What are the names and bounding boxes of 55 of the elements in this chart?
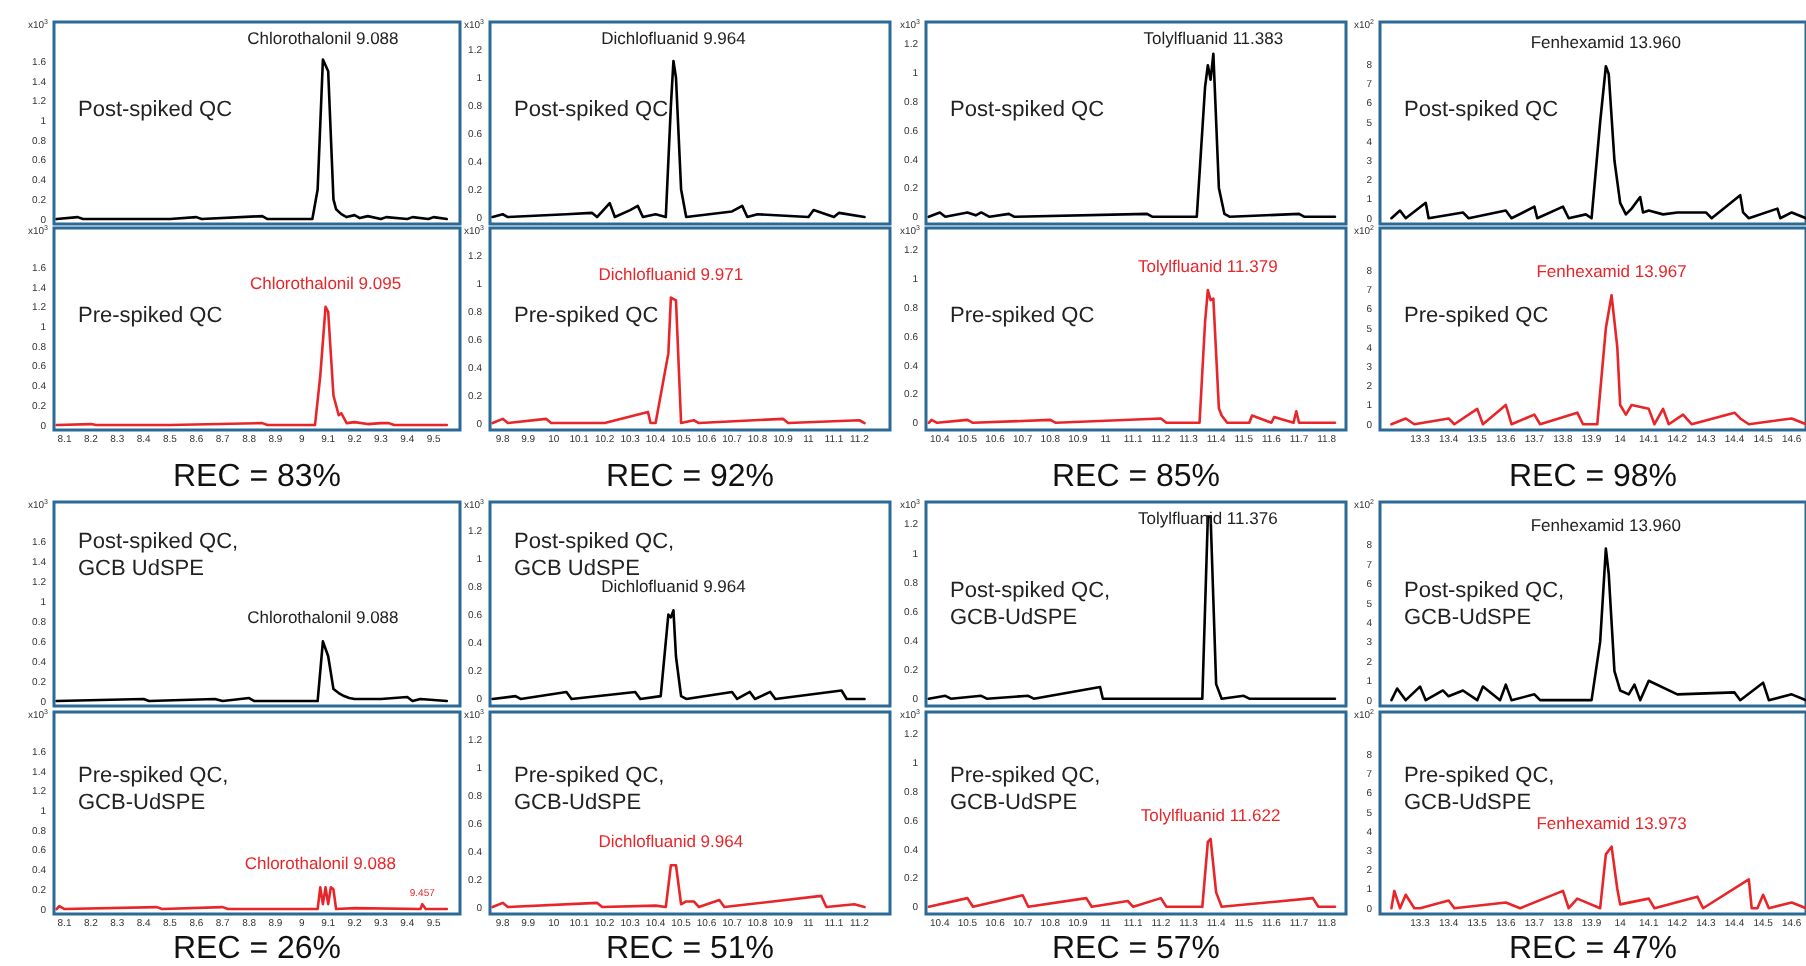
line-series xyxy=(55,640,449,703)
annotation: Post-spiked QC xyxy=(514,98,669,123)
text: REC = 26% xyxy=(172,932,342,966)
line-series xyxy=(491,59,866,219)
line-series xyxy=(491,863,866,909)
line-series xyxy=(1390,845,1806,910)
line-series xyxy=(1390,294,1806,426)
line-series xyxy=(491,609,866,701)
annotation: Post-spiked QC xyxy=(1404,98,1559,123)
annotation: Fenhexamid 13.967 xyxy=(1536,261,1688,282)
annotation: Fenhexamid 13.973 xyxy=(1536,812,1688,833)
annotation: Dichlofluanid 9.964 xyxy=(601,576,747,597)
annotation: Pre-spiked QC, GCB-UdSPE xyxy=(1404,764,1555,815)
annotation: Chlorothalonil 9.088 xyxy=(247,607,400,628)
annotation: Dichlofluanid 9.971 xyxy=(598,263,744,284)
line-series xyxy=(927,837,1337,909)
annotation: Pre-spiked QC xyxy=(950,304,1095,329)
annotation: Post-spiked QC, GCB-UdSPE xyxy=(950,579,1111,630)
annotation: Tolylfluanid 11.622 xyxy=(1140,804,1281,825)
annotation: Pre-spiked QC, GCB-UdSPE xyxy=(78,764,229,815)
text: REC = 92% xyxy=(605,460,775,494)
annotation: Post-spiked QC xyxy=(950,98,1105,123)
line-series xyxy=(1390,64,1806,220)
annotation: Pre-spiked QC, GCB-UdSPE xyxy=(950,764,1101,815)
annotation: Post-spiked QC xyxy=(78,98,233,123)
text: REC = 47% xyxy=(1508,932,1678,966)
text: REC = 83% xyxy=(172,460,342,494)
line-series xyxy=(55,58,449,221)
line-series xyxy=(927,515,1337,701)
annotation: Dichlofluanid 9.964 xyxy=(598,831,744,852)
line-series xyxy=(927,52,1337,219)
annotation: Tolylfluanid 11.383 xyxy=(1143,28,1284,48)
text: REC = 51% xyxy=(605,932,775,966)
annotation: Pre-spiked QC xyxy=(1404,304,1549,329)
annotation: Post-spiked QC, GCB UdSPE xyxy=(514,530,675,581)
text: REC = 98% xyxy=(1508,460,1678,494)
annotation: Chlorothalonil 9.095 xyxy=(249,272,402,293)
annotation: Post-spiked QC, GCB-UdSPE xyxy=(1404,579,1565,630)
annotation: Chlorothalonil 9.088 xyxy=(247,28,400,48)
annotation: Chlorothalonil 9.088 xyxy=(244,853,397,874)
annotation: Dichlofluanid 9.964 xyxy=(601,28,747,48)
annotation: Tolylfluanid 11.379 xyxy=(1138,256,1279,277)
annotation: Pre-spiked QC xyxy=(514,304,659,329)
annotation: Pre-spiked QC, GCB-UdSPE xyxy=(514,764,665,815)
annotation: Fenhexamid 13.960 xyxy=(1530,514,1682,535)
line-series xyxy=(55,886,449,911)
annotation: Pre-spiked QC xyxy=(78,304,223,329)
line-series xyxy=(1390,547,1806,702)
annotation: Fenhexamid 13.960 xyxy=(1530,32,1682,53)
line-series xyxy=(927,288,1337,425)
annotation: Post-spiked QC, GCB UdSPE xyxy=(78,530,239,581)
line-series xyxy=(55,305,449,427)
text: REC = 57% xyxy=(1051,932,1221,966)
line-series xyxy=(491,296,866,425)
text: REC = 85% xyxy=(1051,460,1221,494)
